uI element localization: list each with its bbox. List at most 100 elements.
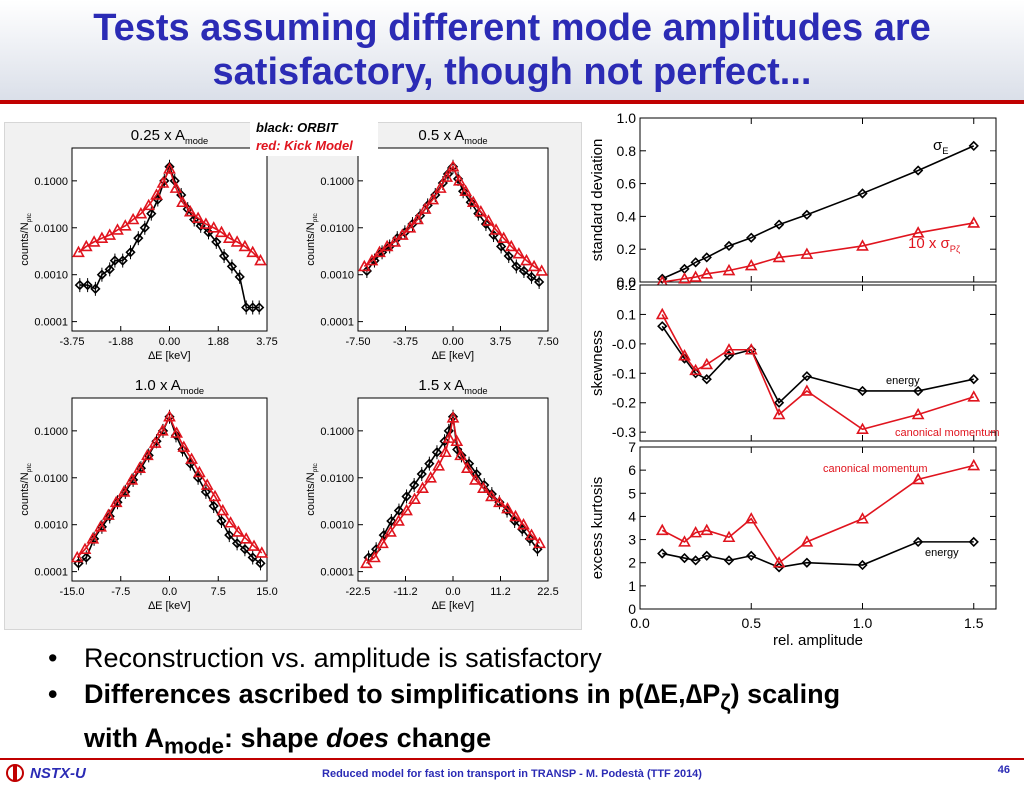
dist-3-series-1-point-13 [170, 426, 184, 438]
moment-3-series-1-point-5 [744, 512, 758, 524]
b2-before: Differences ascribed to simplifications … [84, 679, 644, 709]
dist-3-series-1-point-3 [94, 520, 107, 532]
dist-1-series-1-point-8 [134, 206, 148, 219]
legend-kick: red: Kick Model [256, 138, 353, 153]
dist-2-ylabel-main: counts/N [305, 222, 317, 265]
dist-4-xtick-label-1: -11.2 [393, 586, 417, 598]
b2-after: ) scaling [730, 679, 841, 709]
dist-1-series-0-point-26 [254, 302, 265, 313]
dist-2-series-1-point-21 [512, 247, 526, 259]
dist-4-series-0-point-3 [386, 515, 397, 527]
dist-3-series-1-point-19 [216, 503, 230, 516]
dist-2-series-1-point-9 [426, 192, 440, 205]
legend: black: ORBIT red: Kick Model [250, 118, 378, 156]
moment-1-annotation-1-sub: Pζ [950, 244, 960, 254]
dist-1-title: 0.25 x Amode [131, 127, 208, 146]
dist-1-series-1-point-9 [142, 198, 156, 211]
moment-3-annotation-1-main: energy [925, 547, 959, 559]
moment-2-series-0-point-6 [773, 397, 785, 408]
dist-4-series-1-point-3 [384, 525, 397, 537]
dist-3-series-1-point-2 [86, 532, 100, 544]
dist-4-ytick-label-2: 0.0010 [320, 520, 354, 532]
moment-3-plot-area [639, 446, 997, 610]
dist-1-series-0-point-2 [90, 283, 101, 294]
dist-4-title-sub: mode [464, 386, 487, 396]
moment-3-series-0-point-10 [968, 536, 979, 548]
dist-3-series-1-point-10 [148, 436, 162, 448]
dist-2-series-1-point-24 [535, 264, 549, 276]
dist-1-ytick-label-1: 0.0100 [34, 223, 68, 235]
b2-does: does [326, 723, 390, 754]
dist-3-series-1-point-16 [193, 465, 206, 478]
moment-2-series-0-point-1 [679, 353, 690, 364]
dist-chart-1: 0.1000 0.0100 0.0010 0.0001 -3.75 -1.88 0.00 1.… [19, 127, 278, 362]
dist-2-ytick-label-1: 0.0100 [320, 223, 354, 235]
moment-1-series-0-point-10 [968, 140, 979, 152]
moment-1-series-1-point-3 [700, 267, 714, 279]
dist-3-ylabel: counts/Nptc [19, 463, 33, 516]
dist-2-series-1-point-8 [418, 202, 432, 214]
moment-1-series-1-point-8 [856, 239, 869, 251]
dist-1-series-0-point-24 [241, 302, 252, 313]
dist-2-series-1-point-16 [474, 205, 488, 217]
moment-3-ytick-label-7: 7 [628, 439, 636, 455]
dist-1-xtick-label-0: -3.75 [59, 336, 84, 348]
dist-1-series-1-point-0 [72, 245, 85, 258]
dist-1-series-0-point-25 [247, 302, 258, 313]
moment-3-series-1-point-0 [655, 523, 669, 536]
dist-3-xlabel: ∆E [keV] [148, 600, 190, 612]
moment-2-ylabel: skewness [589, 330, 606, 396]
moment-2-series-1-point-1 [678, 348, 691, 361]
dist-1-series-0-point-4 [104, 264, 115, 275]
dist-4-series-1-point-10 [439, 445, 452, 458]
dist-1-xlabel: ∆E [keV] [148, 350, 190, 362]
dist-1-series-1-point-11 [156, 176, 170, 188]
dist-1-title-sub: mode [185, 136, 208, 146]
moment-3-series-0-point-1 [679, 552, 690, 564]
dist-4-series-1-point-11 [442, 431, 456, 443]
dist-1-xtick-label-3: 1.88 [208, 336, 229, 348]
dist-1-series-0-point-22 [226, 261, 238, 272]
logo-icon [6, 764, 24, 782]
dist-3-ytick-label-3: 0.0001 [34, 567, 68, 579]
dist-3-series-1-line [76, 414, 263, 559]
dist-2-series-1-point-22 [520, 253, 533, 266]
dist-2-series-1-point-20 [504, 239, 518, 252]
moment-3-series-1-point-1 [678, 535, 691, 547]
title-underline [0, 100, 1024, 104]
moment-1-ytick-label-0: 0.0 [617, 274, 637, 290]
dist-4-xtick-label-2: 0.0 [445, 586, 460, 598]
dist-4-ylabel-main: counts/N [305, 472, 317, 515]
dist-4-series-1-point-5 [400, 503, 413, 516]
dist-4-ytick-label-3: 0.0001 [320, 567, 354, 579]
dist-2-xtick-label-4: 7.50 [537, 336, 558, 348]
moment-3-ytick-label-4: 4 [628, 508, 636, 524]
dist-2-series-0-point-17 [480, 218, 492, 230]
dist-1-series-1-point-6 [118, 219, 132, 231]
moment-2-annotation-1: canonical momentum [895, 427, 1000, 439]
dist-1-ytick-label-2: 0.0010 [34, 270, 68, 282]
dist-4-series-1-point-4 [392, 514, 405, 526]
moment-3-series-1-point-10 [967, 458, 981, 471]
dist-4-series-1-line [365, 417, 541, 564]
logo-text: NSTX-U [30, 764, 86, 782]
bullet-list: • Reconstruction vs. amplitude is satisfa… [48, 640, 978, 765]
dist-1-series-0-point-20 [211, 236, 222, 248]
dist-4-series-0-point-13 [452, 444, 463, 455]
moment-3-series-0-point-0 [657, 548, 668, 559]
dist-3-series-1-point-5 [109, 495, 123, 508]
moment-3-series-0-point-5 [746, 550, 757, 561]
dist-2-series-0-point-20 [503, 250, 514, 262]
dist-1-ylabel: counts/Nptc [19, 213, 33, 266]
dist-4-series-1-point-18 [485, 489, 498, 502]
dist-3-ytick-label-2: 0.0010 [34, 520, 68, 532]
dist-1-series-0-point-6 [117, 255, 128, 266]
dist-2-ylabel: counts/Nptc [305, 213, 319, 266]
b2-with-a: with A [84, 723, 164, 754]
dist-1-xtick-label-4: 3.75 [256, 336, 277, 348]
dist-2-series-1-line [363, 165, 543, 272]
moment-chart-3: 0 1 2 3 4 5 6 7 0.0 0.5 1.0 1.5 rel. amplitude excess… [589, 439, 997, 649]
moment-1-ytick-label-2: 0.4 [617, 208, 637, 224]
page-number: 46 [997, 764, 1010, 776]
dist-chart-2: 0.1000 0.0100 0.0010 0.0001 -7.50 -3.75 0.00 3.… [305, 127, 559, 362]
